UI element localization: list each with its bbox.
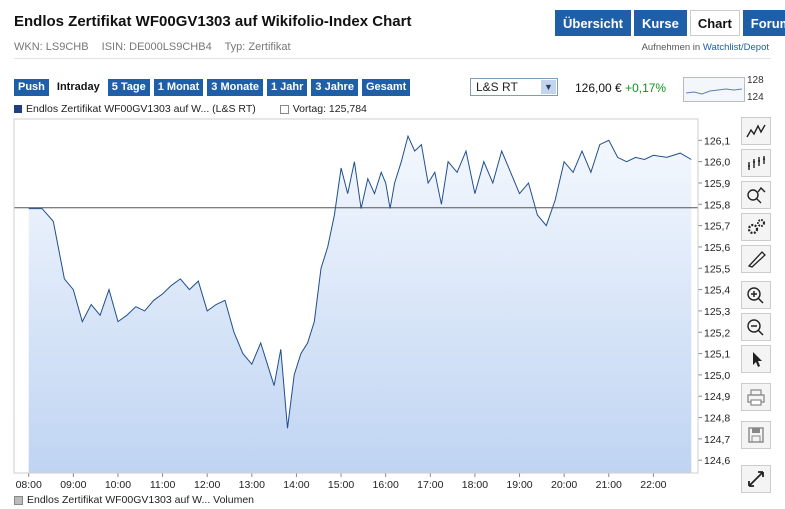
range-3-jahre-button[interactable]: 3 Jahre xyxy=(311,79,358,96)
tab-kurse[interactable]: Kurse xyxy=(633,10,687,36)
watchlist-prefix: Aufnehmen in xyxy=(641,42,701,53)
y-tick-label: 125,2 xyxy=(704,327,730,339)
ohlc-chart-button[interactable] xyxy=(741,149,771,177)
y-tick-label: 125,8 xyxy=(704,199,730,211)
mini-chart-line xyxy=(685,88,743,95)
isin-label: ISIN: DE000LS9CHB4 xyxy=(101,41,212,53)
legend-series-label: Endlos Zertifikat WF00GV1303 auf W... (L… xyxy=(26,103,256,115)
legend-prev-close: Vortag: 125,784 xyxy=(292,103,367,115)
current-price: 126,00 € xyxy=(575,81,622,95)
range-1-jahr-button[interactable]: 1 Jahr xyxy=(266,79,308,96)
price-change: +0,17% xyxy=(625,81,667,95)
x-tick-label: 16:00 xyxy=(373,479,399,491)
x-tick-label: 09:00 xyxy=(60,479,86,491)
draw-pen-icon xyxy=(747,251,766,268)
pointer-button[interactable] xyxy=(741,345,771,373)
price-area xyxy=(28,136,692,473)
x-tick-label: 21:00 xyxy=(596,479,622,491)
y-tick-label: 125,5 xyxy=(704,263,730,275)
fullscreen-button[interactable] xyxy=(741,465,771,493)
time-range-bar: Push Intraday 5 Tage 1 Monat 3 Monate 1 … xyxy=(14,79,411,96)
tab-chart[interactable]: Chart xyxy=(689,10,740,36)
x-tick-label: 20:00 xyxy=(551,479,577,491)
range-5-tage-button[interactable]: 5 Tage xyxy=(107,79,150,96)
x-tick-label: 17:00 xyxy=(417,479,443,491)
line-chart-icon xyxy=(746,124,766,138)
print-icon xyxy=(747,389,765,406)
security-info: WKN: LS9CHB ISIN: DE000LS9CHB4 Typ: Zert… xyxy=(14,41,301,53)
zoom-out-icon xyxy=(747,319,764,336)
y-tick-label: 125,7 xyxy=(704,221,730,233)
watchlist-link[interactable]: Watchlist/Depot xyxy=(702,42,769,53)
fullscreen-icon xyxy=(748,471,764,487)
x-tick-label: 18:00 xyxy=(462,479,488,491)
range-gesamt-button[interactable]: Gesamt xyxy=(361,79,411,96)
chevron-down-icon: ▼ xyxy=(541,80,556,94)
x-tick-label: 22:00 xyxy=(640,479,666,491)
x-tick-label: 14:00 xyxy=(283,479,309,491)
y-tick-label: 125,9 xyxy=(704,178,730,190)
y-tick-label: 126,0 xyxy=(704,157,730,169)
header-divider xyxy=(14,58,771,59)
type-label: Typ: Zertifikat xyxy=(224,41,291,53)
y-tick-label: 125,6 xyxy=(704,242,730,254)
x-tick-label: 13:00 xyxy=(239,479,265,491)
settings-button[interactable] xyxy=(741,213,771,241)
x-tick-label: 11:00 xyxy=(150,479,176,491)
price-chart[interactable]: 126,1 126,0 125,9 125,8 125,7 125,6 125,5 125,4… xyxy=(0,115,740,495)
compare-button[interactable] xyxy=(741,181,771,209)
y-tick-label: 124,9 xyxy=(704,391,730,403)
exchange-select-value: L&S RT xyxy=(476,80,518,94)
search-compare-icon xyxy=(747,186,766,204)
y-tick-label: 125,4 xyxy=(704,285,730,297)
y-tick-label: 126,1 xyxy=(704,135,730,147)
watchlist-line: Aufnehmen in Watchlist/Depot xyxy=(642,42,769,53)
y-tick-label: 125,1 xyxy=(704,349,730,361)
legend-volume-label: Endlos Zertifikat WF00GV1303 auf W... Vo… xyxy=(27,494,255,506)
wkn-label: WKN: LS9CHB xyxy=(14,41,89,53)
zoom-in-icon xyxy=(747,287,764,304)
y-tick-label: 124,6 xyxy=(704,455,730,467)
tab-forum[interactable]: Forum xyxy=(742,10,785,36)
line-chart-button[interactable] xyxy=(741,117,771,145)
print-button[interactable] xyxy=(741,383,771,411)
y-tick-label: 124,7 xyxy=(704,434,730,446)
legend-bottom: Endlos Zertifikat WF00GV1303 auf W... Vo… xyxy=(14,494,254,506)
pointer-icon xyxy=(753,352,762,367)
exchange-select[interactable]: L&S RT ▼ xyxy=(470,78,558,96)
mini-chart-high: 128 xyxy=(747,75,764,86)
y-tick-label: 124,8 xyxy=(704,413,730,425)
main-nav-tabs: Übersicht Kurse Chart Forum xyxy=(555,10,785,36)
save-button[interactable] xyxy=(741,421,771,449)
prev-close-swatch xyxy=(279,104,289,114)
price-line xyxy=(28,134,692,429)
range-push-button[interactable]: Push xyxy=(14,79,49,96)
zoom-in-button[interactable] xyxy=(741,281,771,309)
page-title: Endlos Zertifikat WF00GV1303 auf Wikifol… xyxy=(14,13,412,30)
series-swatch xyxy=(14,105,22,113)
draw-button[interactable] xyxy=(741,245,771,273)
volume-swatch xyxy=(14,495,23,505)
x-tick-label: 12:00 xyxy=(194,479,220,491)
range-1-monat-button[interactable]: 1 Monat xyxy=(153,79,204,96)
price-display: 126,00 € +0,17% xyxy=(575,81,666,95)
x-tick-label: 10:00 xyxy=(105,479,131,491)
ohlc-chart-icon xyxy=(748,156,765,170)
y-tick-label: 125,3 xyxy=(704,306,730,318)
mini-chart-low: 124 xyxy=(747,92,764,103)
range-intraday-button[interactable]: Intraday xyxy=(52,79,104,96)
zoom-out-button[interactable] xyxy=(741,313,771,341)
settings-icon xyxy=(747,219,765,235)
tab-uebersicht[interactable]: Übersicht xyxy=(555,10,631,36)
y-tick-label: 125,0 xyxy=(704,370,730,382)
x-tick-label: 19:00 xyxy=(506,479,532,491)
x-tick-label: 15:00 xyxy=(328,479,354,491)
mini-chart[interactable] xyxy=(683,77,745,102)
legend-top: Endlos Zertifikat WF00GV1303 auf W... (L… xyxy=(14,103,367,115)
save-icon xyxy=(748,427,764,443)
plot-frame xyxy=(13,118,699,474)
range-3-monate-button[interactable]: 3 Monate xyxy=(207,79,263,96)
x-tick-label: 08:00 xyxy=(16,479,42,491)
